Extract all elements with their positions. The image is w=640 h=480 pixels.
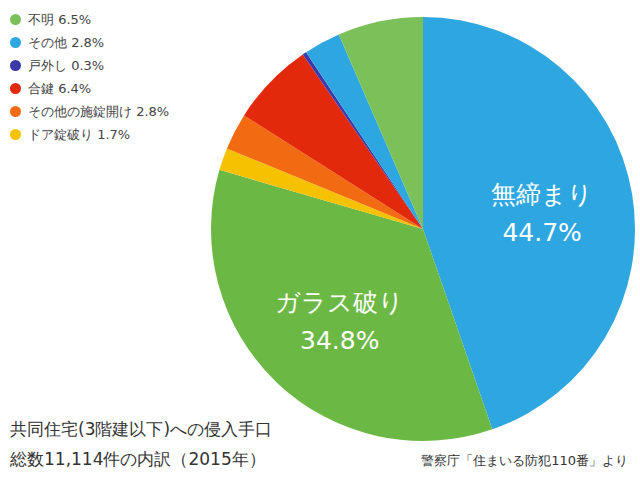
html-text:合鍵 6.4%: 合鍵 6.4% <box>28 80 92 96</box>
html-text:共同住宅(3階建以下)への侵入手口: 共同住宅(3階建以下)への侵入手口 <box>10 419 273 439</box>
html-text:戸外し 0.3%: 戸外し 0.3% <box>28 57 105 73</box>
html-text:その他の施錠開け 2.8%: その他の施錠開け 2.8% <box>28 103 170 119</box>
svg-text:ガラス破り34.8%: ガラス破り34.8% <box>275 288 404 355</box>
html-text:ドア錠破り 1.7%: ドア錠破り 1.7% <box>28 126 131 142</box>
html-text:不明 6.5%: 不明 6.5% <box>28 11 92 27</box>
html-text:その他 2.8%: その他 2.8% <box>28 34 105 50</box>
html-text:総数11,114件の内訳（2015年）: 総数11,114件の内訳（2015年） <box>10 449 266 469</box>
html-text:警察庁「住まいる防犯110番」より: 警察庁「住まいる防犯110番」より <box>421 453 628 468</box>
svg-text:無締まり44.7%: 無締まり44.7% <box>491 180 593 247</box>
